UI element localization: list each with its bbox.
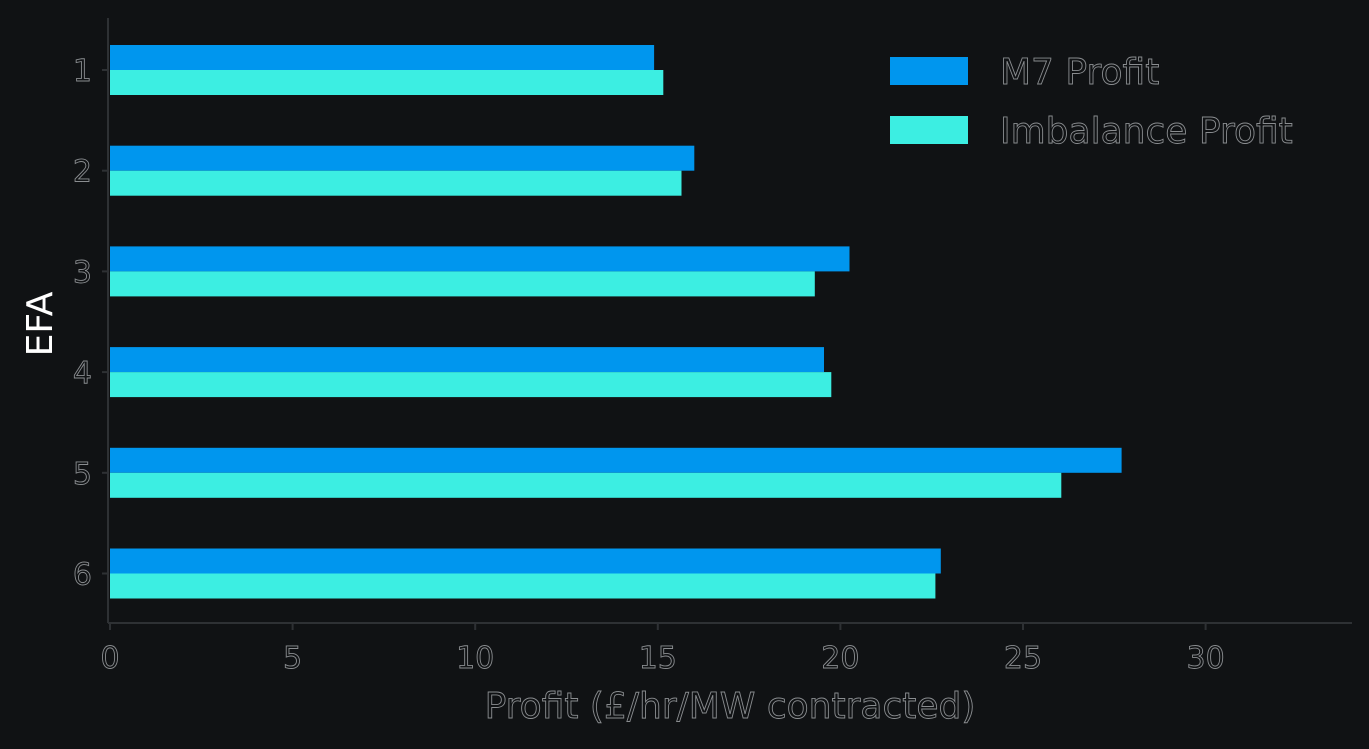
legend-label-imbalance: Imbalance Profit: [1000, 111, 1293, 152]
bar-m7-efa-5: [110, 447, 1122, 473]
x-tick-label: 15: [639, 641, 677, 676]
x-tick-label: 20: [821, 641, 859, 676]
bar-m7-efa-1: [110, 45, 655, 70]
x-axis-title: Profit (£/hr/MW contracted): [485, 686, 976, 727]
legend-swatch-imbalance: [890, 116, 968, 144]
y-axis-title: EFA: [20, 291, 61, 356]
bar-m7-efa-3: [110, 246, 850, 272]
y-tick-label: 3: [73, 255, 92, 290]
bar-m7-efa-4: [110, 347, 824, 373]
x-tick-label: 30: [1187, 641, 1225, 676]
y-tick-label: 2: [73, 155, 92, 190]
bar-m7-efa-2: [110, 145, 695, 171]
legend-label-m7: M7 Profit: [1000, 52, 1159, 93]
ticks-layer: 1 2 3 4 5 6 0 5 10 15 20 25 30: [72, 54, 1225, 677]
x-tick-label: 25: [1004, 641, 1042, 676]
bar-m7-efa-6: [110, 548, 941, 574]
bar-imbalance-efa-4: [110, 372, 832, 398]
bar-imbalance-efa-6: [110, 573, 936, 599]
x-tick-label: 10: [456, 641, 494, 676]
x-tick-label: 0: [100, 641, 119, 676]
axes-layer: [107, 18, 1352, 624]
y-tick-label: 6: [73, 558, 92, 593]
legend-swatch-m7: [890, 57, 968, 85]
bar-imbalance-efa-5: [110, 472, 1062, 498]
y-tick-label: 5: [73, 457, 92, 492]
bar-imbalance-efa-3: [110, 271, 815, 297]
y-tick-label: 1: [73, 54, 92, 89]
bars-layer: [110, 45, 1122, 599]
bar-imbalance-efa-2: [110, 170, 682, 196]
x-tick-label: 5: [283, 641, 302, 676]
bar-imbalance-efa-1: [110, 70, 664, 95]
legend: M7 Profit Imbalance Profit: [890, 52, 1293, 152]
y-tick-label: 4: [73, 356, 92, 391]
